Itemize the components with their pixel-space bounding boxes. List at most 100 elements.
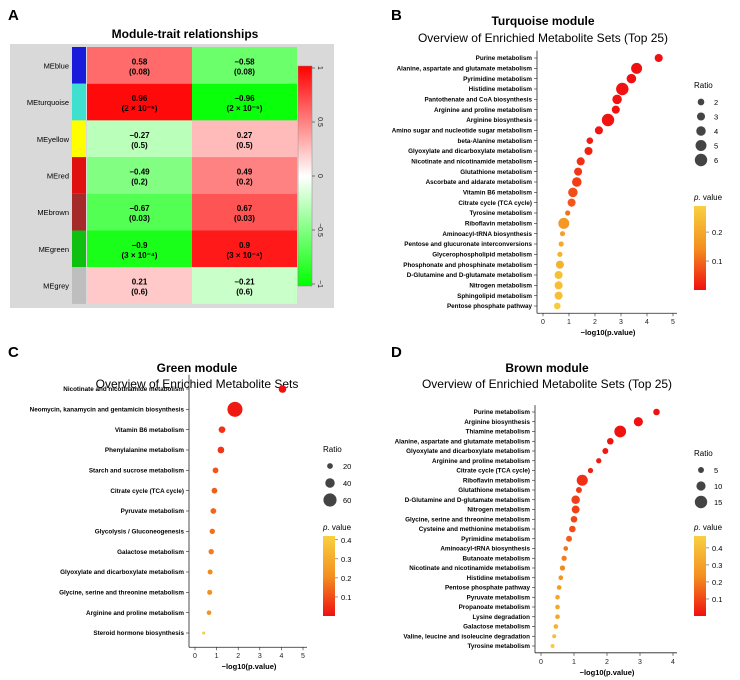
enrichment-point (574, 167, 583, 176)
x-axis-title: −log10(p.value) (581, 328, 636, 337)
heatmap-cell-value: 0.58 (132, 57, 148, 66)
ratio-legend-dot (695, 140, 707, 151)
heatmap-cell-pvalue: (0.5) (236, 141, 253, 150)
heatmap-cell-value: 0.96 (132, 94, 148, 103)
pvalue-tick-label: 0.2 (712, 578, 722, 587)
pathway-label: Arginine and proline metabolism (86, 610, 184, 617)
pvalue-tick-label: 0.3 (341, 555, 351, 564)
heatmap-cell (192, 230, 297, 268)
ratio-legend-label: 10 (714, 482, 722, 491)
heatmap-cell-pvalue: (0.2) (131, 177, 148, 186)
brown-title: Brown module (505, 361, 589, 375)
enrichment-point (576, 474, 588, 486)
enrichment-point (211, 487, 218, 494)
ratio-legend-label: 5 (714, 466, 718, 475)
enrichment-point (554, 291, 563, 300)
pathway-label: Glyoxylate and dicarboxylate metabolism (406, 448, 530, 455)
ratio-legend-title: Ratio (694, 449, 713, 458)
enrichment-point (209, 528, 215, 535)
module-color-band (72, 157, 86, 194)
enrichment-point (584, 146, 593, 156)
pathway-label: Butanoate metabolism (462, 555, 530, 562)
pathway-label: Aminoacyl-tRNA biosynthesis (442, 231, 532, 238)
turquoise-title: Turquoise module (491, 14, 594, 28)
pvalue-colorbar (323, 536, 335, 616)
enrichment-point (654, 53, 663, 63)
enrichment-point (614, 425, 627, 438)
pathway-label: Citrate cycle (TCA cycle) (456, 468, 530, 475)
pvalue-colorbar (694, 536, 706, 616)
enrichment-point (572, 177, 582, 187)
colorbar-tick-label: −0.5 (316, 223, 323, 237)
pathway-label: Tyrosine metabolism (467, 643, 530, 650)
pathway-label: Pyruvate metabolism (467, 594, 531, 601)
enrichment-point (218, 426, 226, 434)
enrichment-point (207, 589, 213, 595)
heatmap-cell-pvalue: (0.08) (234, 67, 255, 76)
enrichment-point (563, 546, 569, 551)
enrichment-point (575, 487, 582, 493)
pathway-label: Vitamin B6 metabolism (463, 190, 533, 197)
enrichment-point (616, 82, 629, 96)
x-tick-label: 5 (301, 653, 305, 660)
pathway-label: Lysine degradation (473, 614, 531, 621)
pvalue-legend-title: p. value (693, 523, 723, 532)
enrichment-point (626, 73, 637, 84)
panel-label-a: A (8, 7, 19, 24)
pvalue-tick-label: 0.2 (341, 574, 351, 583)
enrichment-point (594, 126, 603, 135)
enrichment-point (554, 281, 563, 290)
heatmap-cell (192, 120, 297, 158)
heatmap-cell (192, 47, 297, 84)
ratio-legend-title: Ratio (323, 445, 342, 454)
ratio-legend-label: 20 (343, 462, 351, 471)
pathway-label: Arginine biosynthesis (466, 117, 532, 124)
pathway-label: Glycine, serine and threonine metabolism (405, 516, 530, 523)
heatmap-cell (192, 193, 297, 231)
pvalue-tick-label: 0.3 (712, 561, 722, 570)
enrichment-point (576, 157, 585, 166)
x-tick-label: 2 (605, 659, 609, 666)
heatmap-cell-pvalue: (0.5) (131, 141, 148, 150)
enrichment-point (207, 569, 213, 575)
pvalue-tick-label: 0.2 (712, 228, 722, 237)
pathway-label: Arginine and proline metabolism (432, 458, 530, 465)
heatmap-row-label: MEgrey (43, 282, 69, 291)
heatmap-cell-value: −0.21 (234, 278, 255, 287)
heatmap-row-label: MEbrown (37, 208, 69, 217)
pathway-label: Pantothenate and CoA biosynthesis (424, 97, 532, 104)
heatmap-cell (87, 120, 192, 158)
ratio-legend-label: 4 (714, 127, 718, 136)
ratio-legend-dot (327, 463, 333, 469)
panel-label-c: C (8, 344, 19, 361)
heatmap-cell-value: 0.27 (237, 131, 253, 140)
enrichment-point (596, 458, 602, 464)
enrichment-point (566, 535, 573, 542)
enrichment-point (602, 448, 609, 454)
heatmap-cell-value: −0.27 (129, 131, 150, 140)
pathway-label: Nicotinate and nicotinamide metabolism (411, 159, 532, 166)
x-tick-label: 3 (638, 659, 642, 666)
module-color-band (72, 83, 86, 121)
pathway-label: Nitrogen metabolism (467, 507, 530, 514)
colorbar-tick-label: −1 (316, 280, 323, 288)
panel-a-heatmap: A Module-trait relationships MEblue 0.58(… (8, 7, 334, 308)
heatmap-cell-pvalue: (3 × 10⁻⁴) (122, 251, 158, 260)
panel-b-turquoise: B Turquoise module Overview of Enrichied… (391, 7, 723, 337)
ratio-legend-dot (698, 467, 704, 473)
panel-d-brown: D Brown module Overview of Enrichied Met… (391, 344, 723, 677)
pathway-label: Galactose metabolism (117, 549, 184, 556)
enrichment-point (553, 302, 561, 310)
panel-label-b: B (391, 7, 402, 24)
pvalue-legend-title: p. value (322, 523, 352, 532)
pathway-label: Riboflavin metabolism (463, 477, 531, 484)
enrichment-point (202, 631, 206, 635)
pathway-label: Citrate cycle (TCA cycle) (458, 200, 532, 207)
x-axis-title: −log10(p.value) (580, 668, 635, 677)
pvalue-tick-label: 0.4 (341, 536, 351, 545)
enrichment-point (567, 198, 576, 207)
heatmap-row-label: MEyellow (37, 135, 70, 144)
enrichment-point (555, 594, 560, 600)
panel-label-d: D (391, 344, 402, 361)
pathway-label: Galactose metabolism (463, 624, 530, 631)
